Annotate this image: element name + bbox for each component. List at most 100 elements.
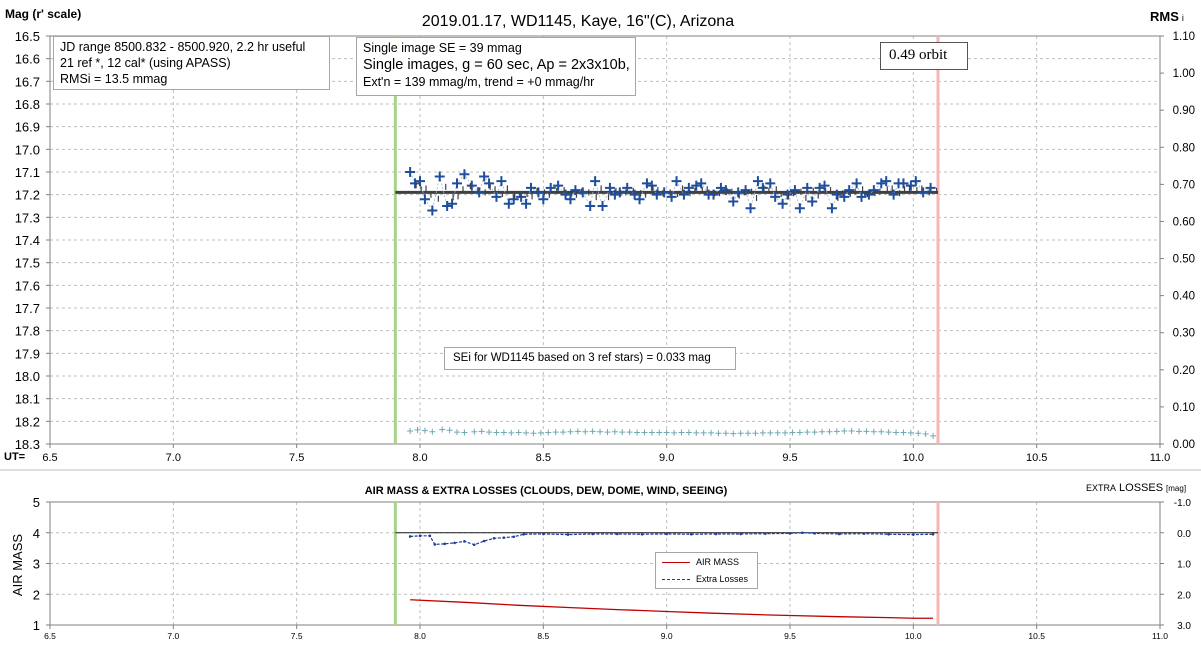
rms-point bbox=[907, 429, 914, 436]
rms-point bbox=[700, 429, 707, 436]
magnitude-point bbox=[789, 185, 800, 196]
magnitude-point bbox=[659, 187, 670, 198]
rms-point bbox=[493, 429, 500, 436]
top-xtick-label: 11.0 bbox=[1150, 452, 1171, 464]
magnitude-point bbox=[925, 182, 936, 193]
top-ytick-label: 16.9 bbox=[15, 120, 40, 135]
magnitude-point bbox=[479, 171, 490, 182]
magnitude-point bbox=[757, 182, 768, 193]
bottom-xtick-label: 10.0 bbox=[905, 631, 922, 641]
top-ylabel: Mag (r' scale) bbox=[5, 7, 81, 21]
rms-point bbox=[626, 429, 633, 436]
extra-losses-point bbox=[408, 535, 412, 538]
rms-point bbox=[930, 432, 937, 439]
rms-point bbox=[752, 430, 759, 437]
air-mass-line bbox=[410, 599, 934, 619]
bottom-xtick-label: 8.5 bbox=[537, 631, 549, 641]
top-xtick-label: 7.0 bbox=[166, 452, 181, 464]
extra-losses-point bbox=[502, 536, 506, 539]
magnitude-point bbox=[641, 178, 652, 189]
bottom-title: AIR MASS & EXTRA LOSSES (CLOUDS, DEW, DO… bbox=[365, 485, 728, 497]
bottom-legend: AIR MASS Extra Losses bbox=[655, 552, 758, 589]
extra-losses-point bbox=[739, 532, 742, 536]
magnitude-point bbox=[876, 178, 887, 189]
magnitude-point bbox=[831, 189, 842, 200]
legend-item-extra-losses: Extra Losses bbox=[660, 572, 758, 586]
extra-losses-point bbox=[428, 534, 432, 538]
magnitude-point bbox=[905, 180, 916, 191]
magnitude-point bbox=[678, 189, 689, 200]
rms-point bbox=[552, 429, 559, 436]
rms-point bbox=[767, 429, 774, 436]
rms-point bbox=[737, 430, 744, 437]
bottom-ytick-right-label: 1.0 bbox=[1177, 560, 1191, 571]
extra-losses-point bbox=[591, 532, 594, 536]
top-xtick-label: 10.5 bbox=[1026, 452, 1047, 464]
single-image-annotation: Single image SE = 39 mmag Single images,… bbox=[356, 37, 636, 96]
rms-point bbox=[922, 430, 929, 437]
rms-point bbox=[545, 429, 552, 436]
rms-point bbox=[619, 429, 626, 436]
rms-point bbox=[429, 428, 436, 435]
rms-point bbox=[500, 429, 507, 436]
magnitude-point bbox=[604, 182, 615, 193]
rms-point bbox=[515, 429, 522, 436]
bottom-ytick-label: 5 bbox=[33, 495, 40, 510]
top-ytick-right-label: 0.80 bbox=[1173, 142, 1195, 154]
magnitude-point bbox=[671, 176, 682, 187]
magnitude-point bbox=[666, 191, 677, 202]
rms-point bbox=[774, 429, 781, 436]
bottom-ytick-right-label: 0.0 bbox=[1177, 529, 1191, 540]
rms-point bbox=[604, 429, 611, 436]
air-mass-swatch bbox=[662, 562, 690, 563]
rms-point bbox=[446, 427, 453, 434]
rms-point bbox=[870, 428, 877, 435]
extra-losses-point bbox=[542, 532, 545, 536]
magnitude-point bbox=[777, 198, 788, 209]
extra-losses-point bbox=[472, 543, 476, 547]
magnitude-point bbox=[521, 198, 532, 209]
top-ytick-label: 18.3 bbox=[15, 437, 40, 452]
rms-point bbox=[811, 429, 818, 436]
magnitude-point bbox=[752, 176, 763, 187]
legend-label-air-mass: AIR MASS bbox=[696, 557, 740, 567]
top-axis-labels: 16.5 16.6 16.7 16.8 16.9 17.0 17.1 17.2 17.3 17.4… bbox=[15, 29, 1195, 464]
top-ytick-right-label: 0.50 bbox=[1173, 254, 1195, 266]
rmsi-line: RMSi = 13.5 mmag bbox=[60, 72, 168, 86]
top-ytick-label: 17.4 bbox=[15, 233, 40, 248]
bottom-ytick-label: 1 bbox=[33, 618, 40, 633]
exposure-line: Single images, g = 60 sec, Ap = 2x3x10b, bbox=[363, 57, 630, 73]
magnitude-point bbox=[898, 178, 909, 189]
extinction-line: Ext'n = 139 mmag/m, trend = +0 mmag/hr bbox=[363, 75, 595, 89]
rms-point bbox=[796, 429, 803, 436]
bottom-xtick-label: 9.0 bbox=[661, 631, 673, 641]
rms-point bbox=[715, 430, 722, 437]
sei-annotation: SEi for WD1145 based on 3 ref stars) = 0… bbox=[444, 347, 736, 370]
rms-point bbox=[915, 430, 922, 437]
magnitude-point bbox=[570, 185, 581, 196]
bottom-xtick-label: 7.5 bbox=[291, 631, 303, 641]
magnitude-point bbox=[590, 176, 601, 187]
extra-losses-series bbox=[408, 531, 935, 547]
extra-losses-point bbox=[690, 532, 693, 536]
magnitude-point bbox=[597, 201, 608, 211]
magnitude-point bbox=[452, 178, 462, 189]
extra-losses-point bbox=[640, 532, 644, 536]
rms-point bbox=[848, 428, 855, 435]
magnitude-point bbox=[634, 194, 645, 205]
magnitude-series bbox=[405, 167, 938, 216]
top-ytick-right-label: 1.00 bbox=[1173, 68, 1195, 80]
extra-losses-point bbox=[492, 536, 496, 540]
magnitude-point bbox=[560, 189, 571, 200]
magnitude-point bbox=[459, 169, 470, 180]
bottom-xtick-label: 7.0 bbox=[167, 631, 179, 641]
extra-losses-swatch bbox=[662, 579, 690, 580]
extra-losses-point bbox=[482, 539, 486, 543]
magnitude-point bbox=[740, 185, 751, 196]
top-ytick-label: 17.6 bbox=[15, 278, 40, 293]
bottom-ytick-right-label: -1.0 bbox=[1174, 498, 1192, 509]
rms-point bbox=[641, 429, 648, 436]
magnitude-point bbox=[708, 189, 719, 200]
magnitude-point bbox=[434, 171, 445, 182]
rms-point bbox=[530, 430, 537, 437]
